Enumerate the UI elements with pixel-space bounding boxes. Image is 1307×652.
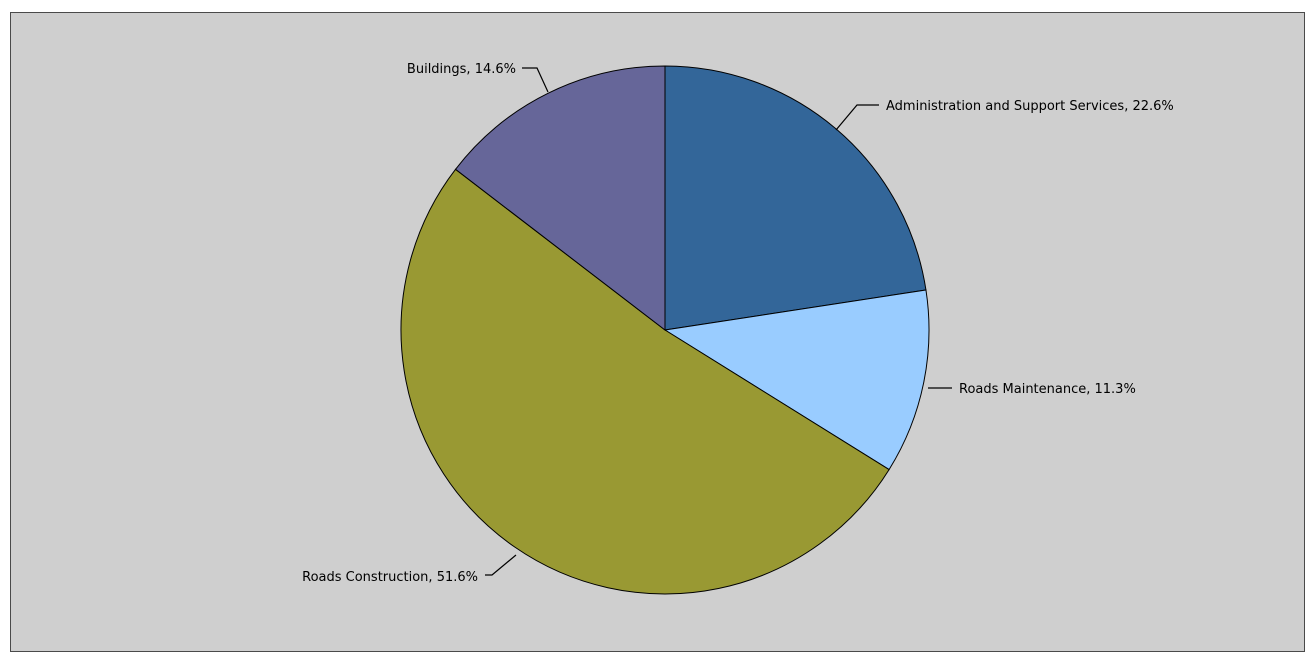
leader-line (835, 104, 879, 131)
slice-label: Administration and Support Services, 22.… (886, 99, 1174, 114)
slice-label: Buildings, 14.6% (407, 62, 516, 77)
slice-label: Roads Construction, 51.6% (302, 570, 478, 585)
pie-labels: Administration and Support Services, 22.… (302, 62, 1174, 585)
pie-slice-buildings (454, 65, 666, 332)
leader-line (485, 554, 517, 576)
pie-slice-roads-construction (400, 168, 890, 595)
pie-slices (400, 65, 930, 595)
slice-label: Roads Maintenance, 11.3% (959, 382, 1136, 397)
pie-slice-roads-maintenance (663, 289, 930, 471)
leader-line (522, 67, 549, 93)
